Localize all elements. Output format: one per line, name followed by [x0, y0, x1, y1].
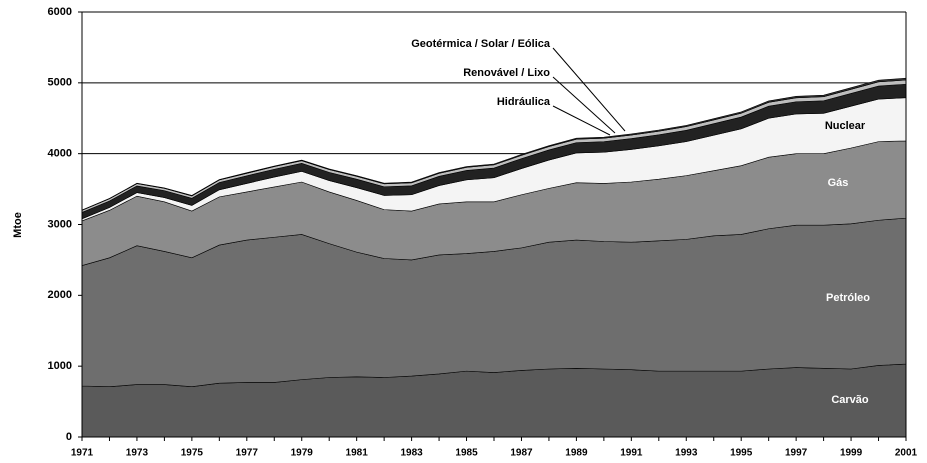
x-tick-label: 1987 [510, 448, 533, 459]
x-tick-label: 1985 [455, 448, 478, 459]
x-tick-label: 1971 [71, 448, 94, 459]
y-axis-label: Mtoe [12, 212, 24, 238]
series-label: Carvão [831, 394, 869, 406]
leader-line [552, 47, 626, 132]
x-tick-label: 1997 [785, 448, 808, 459]
x-tick-label: 1983 [400, 448, 423, 459]
x-tick-label: 2001 [895, 448, 918, 459]
y-tick-label: 3000 [48, 218, 72, 230]
x-tick-label: 1999 [840, 448, 863, 459]
x-tick-label: 1993 [675, 448, 698, 459]
series-label: Gás [828, 177, 849, 189]
series-label: Nuclear [825, 120, 866, 132]
x-tick-label: 1995 [730, 448, 753, 459]
x-tick-label: 1981 [346, 448, 369, 459]
x-tick-label: 1989 [565, 448, 588, 459]
y-tick-label: 2000 [48, 289, 72, 301]
y-tick-label: 5000 [48, 77, 72, 89]
x-tick-label: 1977 [236, 448, 259, 459]
y-tick-label: 6000 [48, 6, 72, 18]
series-label: Geotérmica / Solar / Eólica [411, 38, 551, 50]
series-label: Renovável / Lixo [463, 67, 550, 79]
x-tick-label: 1973 [126, 448, 149, 459]
series-label: Petróleo [826, 292, 870, 304]
leader-line [552, 76, 616, 134]
x-tick-label: 1979 [291, 448, 314, 459]
x-tick-label: 1975 [181, 448, 204, 459]
leader-line [552, 105, 611, 136]
y-tick-label: 4000 [48, 148, 72, 160]
series-label: Hidráulica [497, 96, 551, 108]
y-tick-label: 1000 [48, 360, 72, 372]
y-tick-label: 0 [66, 431, 72, 443]
x-tick-label: 1991 [620, 448, 643, 459]
